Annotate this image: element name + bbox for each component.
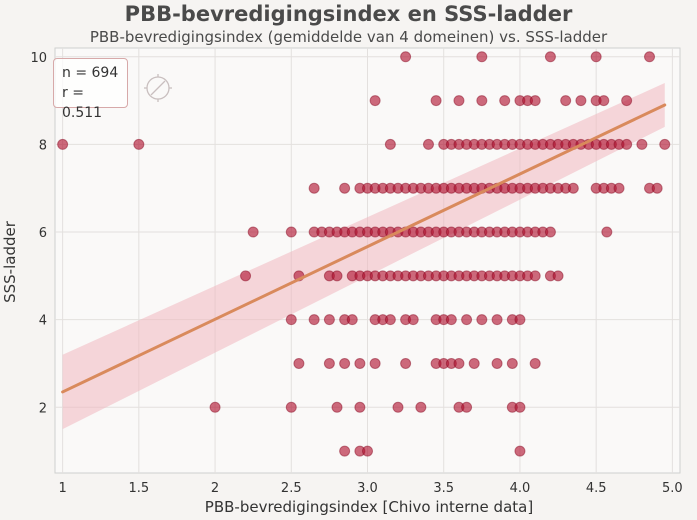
confidence-band-layer: [62, 83, 665, 430]
data-point: [430, 95, 442, 107]
x-tick-label: 4.5: [586, 481, 607, 496]
data-point: [453, 95, 465, 107]
data-point: [400, 357, 412, 369]
data-point: [590, 51, 602, 63]
data-point: [575, 95, 587, 107]
chart-title: PBB-bevredigingsindex en SSS-ladder: [124, 2, 573, 26]
data-point: [209, 401, 221, 413]
data-point: [476, 51, 488, 63]
y-tick-label: 8: [39, 138, 47, 153]
data-point: [468, 357, 480, 369]
data-point: [362, 445, 373, 457]
x-tick-label: 3.0: [357, 481, 378, 496]
data-point: [567, 182, 579, 194]
y-tick-label: 2: [39, 401, 47, 416]
data-point: [529, 95, 541, 107]
data-point: [461, 401, 473, 413]
y-tick-label: 10: [30, 51, 47, 66]
x-tick-label: 4.0: [510, 481, 531, 496]
data-point: [644, 51, 656, 63]
confidence-band: [62, 83, 665, 430]
data-point: [613, 182, 625, 194]
data-point: [247, 226, 259, 238]
data-point: [308, 314, 320, 326]
stats-box: n = 694 r = 0.511: [53, 58, 128, 121]
data-point: [514, 445, 526, 457]
data-point: [499, 95, 511, 107]
data-point: [476, 95, 488, 107]
data-point: [339, 357, 351, 369]
x-tick-label: 2: [211, 481, 219, 496]
data-point: [285, 401, 297, 413]
data-point: [552, 270, 564, 282]
data-point: [369, 357, 381, 369]
y-tick-label: 6: [39, 226, 47, 241]
regression-line-layer: [61, 103, 667, 394]
data-point: [331, 270, 343, 282]
data-point: [601, 226, 613, 238]
data-point: [514, 314, 526, 326]
x-tick-label: 2.5: [281, 481, 302, 496]
sample-size-label: n = 694: [62, 65, 119, 81]
data-point: [529, 357, 541, 369]
data-point: [415, 401, 427, 413]
data-point: [293, 357, 305, 369]
data-point: [506, 357, 518, 369]
data-point: [323, 357, 335, 369]
data-point: [400, 51, 412, 63]
y-tick-label: 4: [39, 314, 47, 329]
regression-line: [61, 103, 667, 394]
data-point: [514, 401, 526, 413]
data-point: [453, 357, 465, 369]
data-point: [659, 138, 671, 150]
data-point: [544, 51, 556, 63]
data-point: [285, 226, 297, 238]
data-point: [354, 401, 366, 413]
data-point: [407, 314, 419, 326]
data-point: [384, 138, 396, 150]
data-point: [308, 182, 320, 194]
correlation-label: r = 0.511: [62, 85, 103, 121]
data-point: [133, 138, 145, 150]
data-point: [57, 138, 69, 150]
data-point: [621, 138, 633, 150]
data-point: [422, 138, 434, 150]
data-point: [651, 182, 663, 194]
x-tick-label: 5.0: [662, 481, 683, 496]
data-point: [354, 357, 366, 369]
data-point: [240, 270, 252, 282]
data-point: [331, 401, 343, 413]
data-point: [392, 401, 404, 413]
data-point: [560, 95, 572, 107]
data-point: [445, 314, 457, 326]
data-point: [529, 270, 541, 282]
x-axis-label: PBB-bevredigingsindex [Chivo interne dat…: [205, 498, 533, 516]
data-point: [491, 357, 503, 369]
data-point: [544, 226, 556, 238]
data-point: [285, 314, 297, 326]
x-tick-label: 3.5: [433, 481, 454, 496]
x-tick-label: 1: [58, 481, 66, 496]
data-point: [598, 95, 610, 107]
data-point: [339, 445, 351, 457]
y-axis-label: SSS-ladder: [1, 220, 19, 303]
data-point: [346, 314, 358, 326]
data-point: [369, 95, 381, 107]
data-point: [636, 138, 648, 150]
data-point: [323, 314, 335, 326]
data-points: [57, 51, 671, 457]
data-point: [491, 314, 503, 326]
compass-icon: [144, 74, 172, 102]
x-tick-label: 1.5: [128, 481, 149, 496]
tick-labels: 1 1.5 2 2.5 3.0 3.5 4.0 4.5 5.0 2 4 6 8 10: [30, 51, 682, 496]
data-point: [339, 182, 351, 194]
data-point: [384, 314, 396, 326]
chart-subtitle: PBB-bevredigingsindex (gemiddelde van 4 …: [89, 28, 608, 46]
data-point: [461, 314, 473, 326]
data-point: [621, 95, 633, 107]
data-point: [476, 314, 488, 326]
